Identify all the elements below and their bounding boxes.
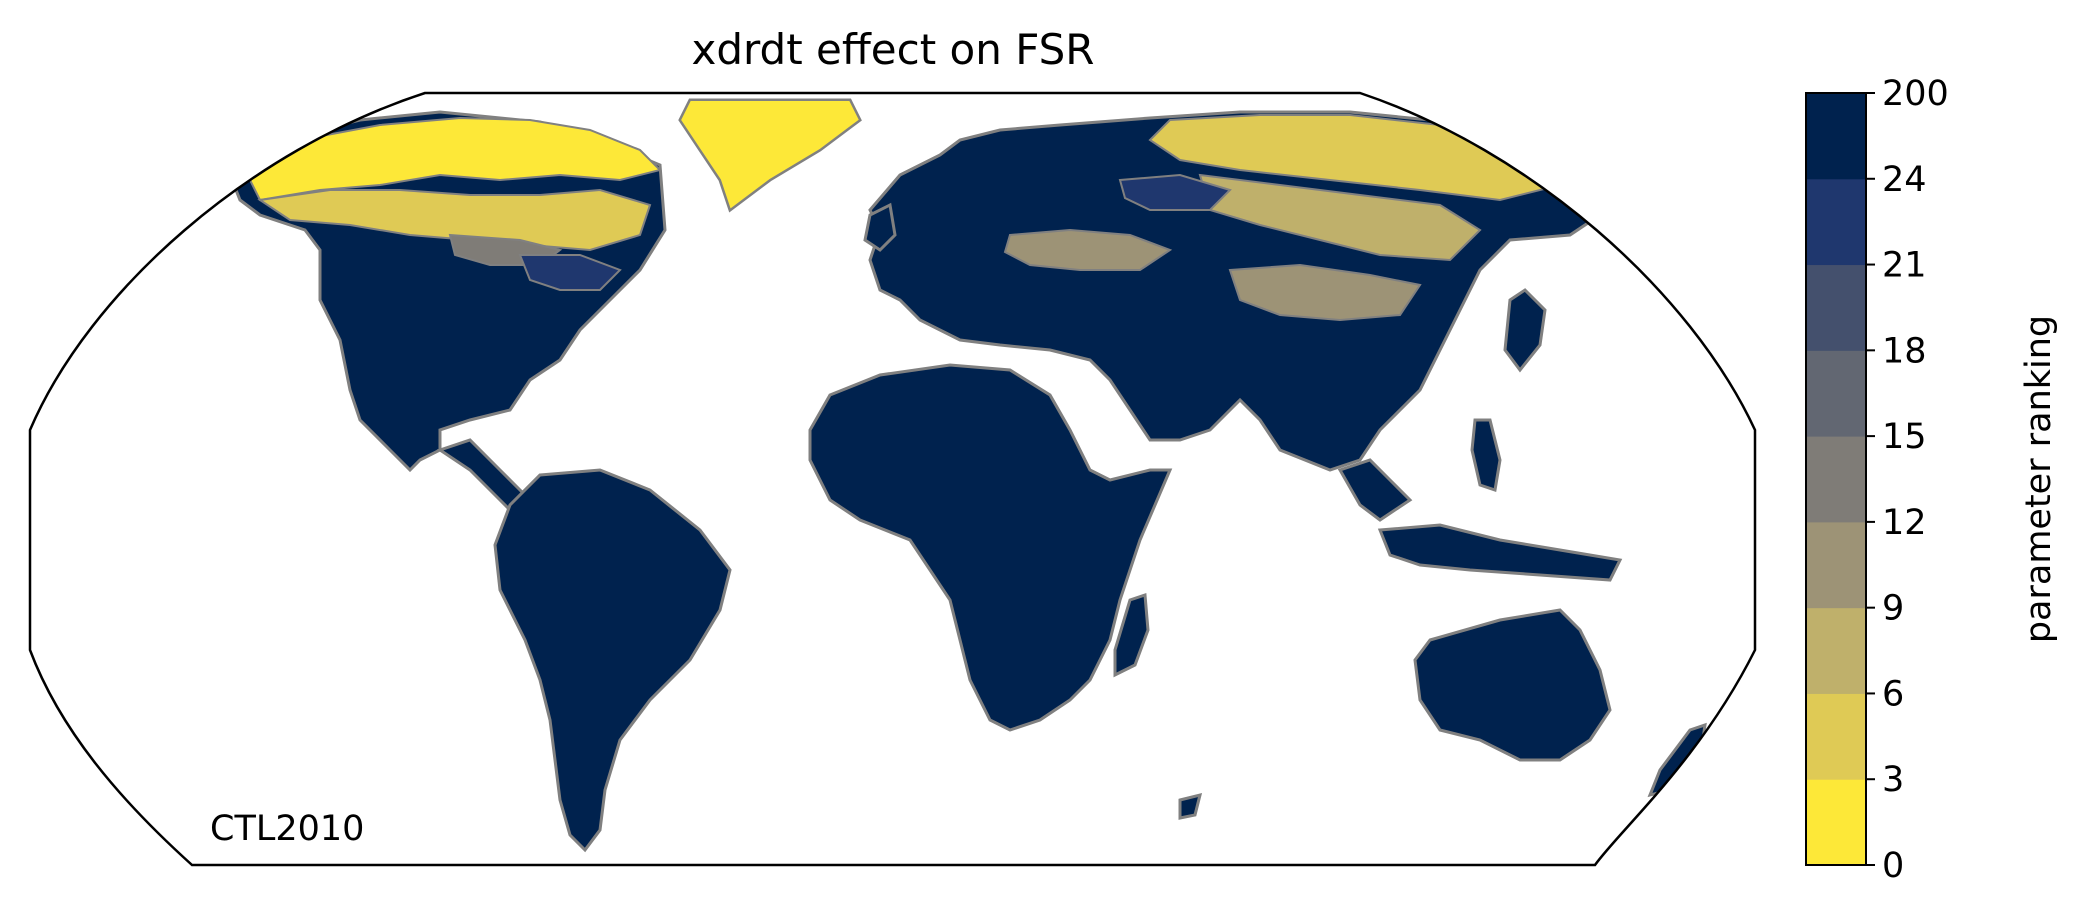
- colorbar-segment: [1806, 693, 1866, 779]
- map-frame: [30, 93, 1755, 865]
- colorbar-tick-label: 18: [1882, 331, 1927, 371]
- colorbar-tick-label: 6: [1882, 674, 1904, 714]
- colorbar-tick-label: 21: [1882, 246, 1927, 286]
- colorbar: 0 3 6 9 12 15 18 21 24 200 parameter ranking: [1806, 74, 2059, 886]
- colorbar-segment: [1806, 93, 1866, 179]
- colorbar-segment: [1806, 436, 1866, 522]
- colorbar-segment: [1806, 179, 1866, 265]
- colorbar-segment: [1806, 779, 1866, 865]
- colorbar-segment: [1806, 522, 1866, 608]
- colorbar-segment: [1806, 350, 1866, 436]
- colorbar-ticks: 0 3 6 9 12 15 18 21 24 200: [1866, 74, 1949, 886]
- colorbar-segment: [1806, 265, 1866, 351]
- colorbar-tick-label: 0: [1882, 846, 1904, 886]
- map-title: xdrdt effect on FSR: [692, 25, 1095, 74]
- colorbar-tick-label: 9: [1882, 589, 1904, 629]
- colorbar-segments: [1806, 93, 1866, 866]
- colorbar-label: parameter ranking: [2019, 315, 2059, 643]
- colorbar-tick-label: 3: [1882, 760, 1904, 800]
- colorbar-tick-label: 15: [1882, 417, 1927, 457]
- colorbar-tick-label: 200: [1882, 74, 1949, 114]
- run-label: CTL2010: [210, 809, 364, 849]
- colorbar-tick-label: 12: [1882, 503, 1927, 543]
- colorbar-segment: [1806, 608, 1866, 694]
- colorbar-tick-label: 24: [1882, 160, 1927, 200]
